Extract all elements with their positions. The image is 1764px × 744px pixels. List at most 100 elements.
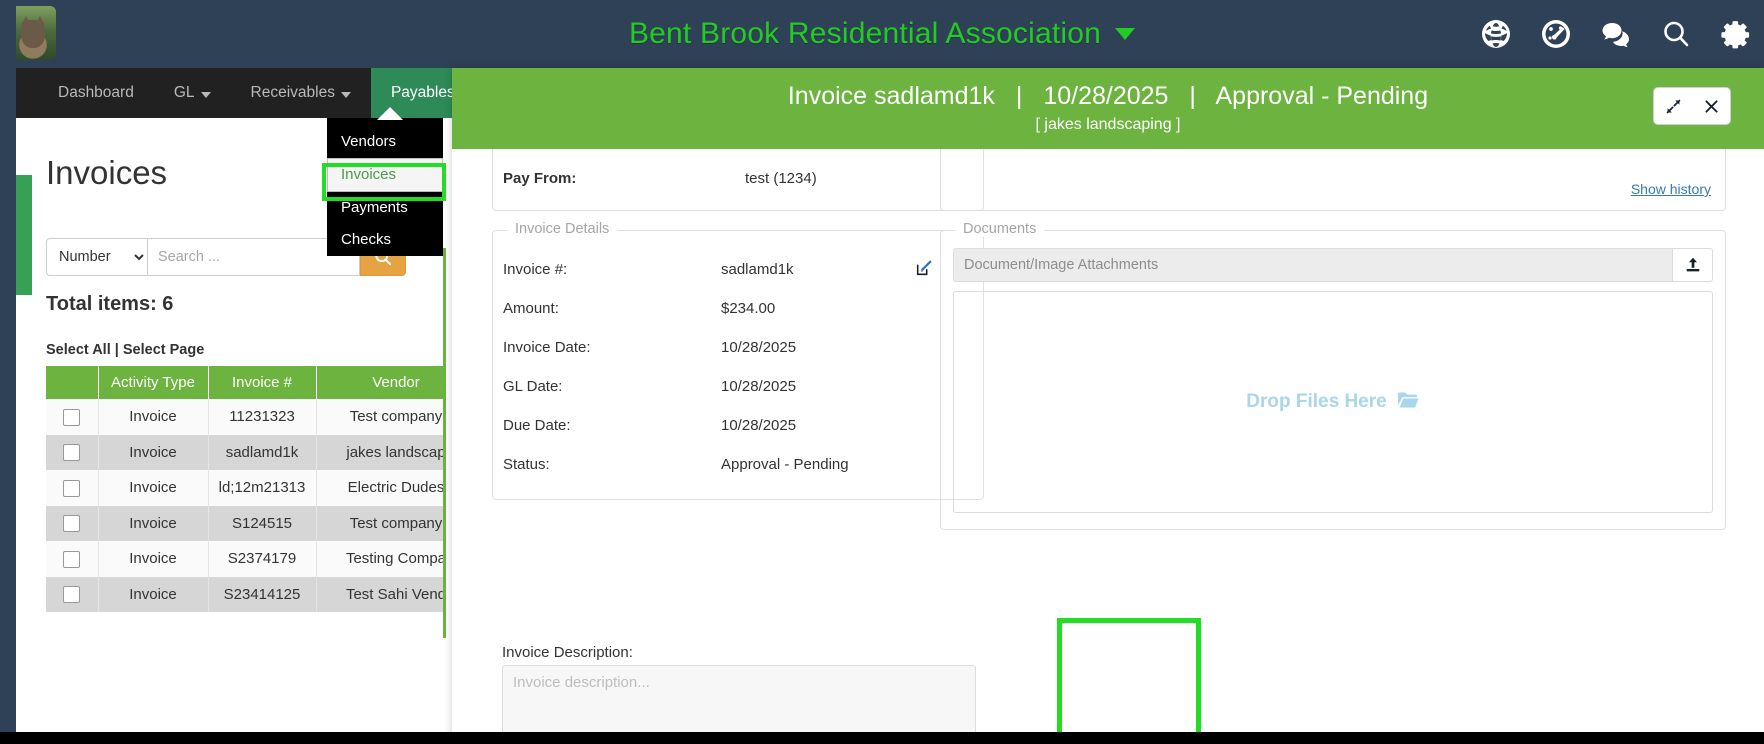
cell-vendor: jakes landscap [316, 434, 446, 471]
separator: | [1015, 82, 1023, 110]
cell-activity-type: Invoice [98, 470, 209, 506]
column-header-vendor[interactable]: Vendor [316, 366, 446, 399]
side-accent-tab [16, 175, 32, 295]
search-bar: Number [46, 238, 406, 276]
table-row[interactable]: Invoice ld;12m21313 Electric Dudes [46, 470, 446, 506]
modal-subtitle-vendor: [ jakes landscaping ] [1035, 116, 1181, 133]
detail-value: 10/28/2025 [721, 417, 797, 434]
documents-panel: Documents Document/Image Attachments Dro… [940, 221, 1726, 530]
row-checkbox[interactable] [63, 479, 81, 497]
avatar[interactable] [10, 6, 56, 60]
dropdown-arrow-icon [377, 107, 403, 120]
row-checkbox[interactable] [63, 550, 81, 568]
cell-vendor: Test Sahi Vend [316, 576, 446, 613]
row-checkbox[interactable] [63, 515, 81, 533]
cell-invoice-no: S2374179 [208, 541, 317, 577]
column-header-select[interactable] [46, 366, 99, 399]
left-edge-strip [0, 0, 16, 744]
search-field-select[interactable]: Number [46, 238, 148, 276]
detail-label: Due Date: [503, 417, 571, 434]
row-checkbox-cell[interactable] [46, 434, 99, 471]
select-all-link[interactable]: Select All [46, 342, 111, 358]
select-page-link[interactable]: Select Page [122, 342, 205, 358]
upload-icon[interactable] [1673, 248, 1713, 282]
modal-title-invoice: Invoice sadlamd1k [787, 82, 995, 110]
bottom-edge-strip [0, 732, 1764, 744]
row-checkbox-cell[interactable] [46, 541, 99, 577]
detail-label: Invoice #: [503, 261, 568, 278]
detail-label: GL Date: [503, 378, 563, 395]
column-header-invoice-no[interactable]: Invoice # [208, 366, 317, 399]
cell-invoice-no: ld;12m21313 [208, 470, 317, 506]
edit-icon[interactable] [915, 259, 933, 281]
selection-links: Select All | Select Page [46, 342, 204, 358]
modal-title: Invoice sadlamd1k | 10/28/2025 | Approva… [452, 82, 1764, 111]
nav-item-dashboard[interactable]: Dashboard [38, 68, 154, 118]
invoices-table: Activity Type Invoice # Vendor Invoice 1… [46, 366, 446, 613]
page-heading: Invoices [46, 154, 168, 191]
gauge-icon[interactable] [1540, 18, 1572, 50]
chevron-down-icon[interactable] [1115, 28, 1136, 40]
separator: | [114, 342, 119, 358]
table-row[interactable]: Invoice S23414125 Test Sahi Vend [46, 576, 446, 613]
avatar-decor [21, 20, 45, 48]
row-checkbox-cell[interactable] [46, 505, 99, 542]
row-checkbox-cell[interactable] [46, 470, 99, 506]
gear-icon[interactable] [1720, 18, 1752, 50]
globe-icon[interactable] [1480, 18, 1512, 50]
table-row[interactable]: Invoice 11231323 Test company [46, 399, 446, 435]
modal-header: Invoice sadlamd1k | 10/28/2025 | Approva… [452, 68, 1764, 149]
detail-value: 10/28/2025 [721, 378, 797, 395]
attachment-row: Document/Image Attachments [953, 248, 1713, 282]
detail-label: Invoice Date: [503, 339, 591, 356]
detail-label: Amount: [503, 300, 559, 317]
modal-title-date: 10/28/2025 [1043, 82, 1169, 110]
row-checkbox[interactable] [63, 408, 81, 426]
nav-item-gl[interactable]: GL [154, 68, 231, 118]
search-input[interactable] [148, 238, 360, 276]
row-checkbox[interactable] [63, 586, 81, 604]
search-icon[interactable] [1660, 18, 1692, 50]
table-header-row: Activity Type Invoice # Vendor [46, 366, 446, 399]
menu-item-invoices[interactable]: Invoices [327, 158, 443, 192]
chevron-down-icon [200, 91, 211, 98]
detail-value: sadlamd1k [721, 261, 794, 278]
invoice-details-legend: Invoice Details [507, 221, 618, 237]
expand-icon[interactable] [1665, 98, 1682, 115]
menu-item-checks[interactable]: Checks [341, 231, 392, 248]
table-row[interactable]: Invoice S124515 Test company [46, 505, 446, 542]
table-row[interactable]: Invoice S2374179 Testing Compa [46, 541, 446, 577]
payables-dropdown-menu: Vendors Invoices Payments Checks [327, 118, 443, 256]
menu-item-vendors[interactable]: Vendors [341, 133, 397, 150]
list-right-accent [443, 248, 446, 638]
cell-activity-type: Invoice [98, 434, 209, 471]
row-checkbox[interactable] [63, 444, 81, 462]
chat-icon[interactable] [1600, 18, 1632, 50]
attachment-field[interactable]: Document/Image Attachments [953, 248, 1673, 282]
page-title: Bent Brook Residential Association [628, 17, 1102, 50]
cell-activity-type: Invoice [98, 399, 209, 435]
close-icon[interactable] [1703, 98, 1720, 115]
menu-item-payments[interactable]: Payments [341, 199, 408, 216]
file-drop-zone[interactable]: Drop Files Here [953, 291, 1713, 513]
nav-item-receivables[interactable]: Receivables [231, 68, 371, 118]
column-header-activity-type[interactable]: Activity Type [98, 366, 209, 399]
app-header: Bent Brook Residential Association [0, 0, 1764, 68]
pay-from-panel: Pay From: test (1234) [492, 149, 984, 211]
separator: | [1189, 82, 1196, 110]
cell-activity-type: Invoice [98, 541, 209, 577]
detail-value: $234.00 [721, 300, 776, 317]
pay-from-value: test (1234) [745, 170, 817, 187]
invoice-description-input[interactable] [502, 665, 976, 744]
row-checkbox-cell[interactable] [46, 399, 99, 435]
documents-legend: Documents [955, 221, 1045, 237]
table-row[interactable]: Invoice sadlamd1k jakes landscap [46, 434, 446, 471]
folder-open-icon [1397, 390, 1420, 415]
row-checkbox-cell[interactable] [46, 576, 99, 613]
nav-label: GL [173, 84, 195, 101]
show-history-link[interactable]: Show history [1630, 181, 1711, 197]
cell-vendor: Electric Dudes [316, 470, 446, 506]
cell-invoice-no: S124515 [208, 505, 317, 542]
invoice-detail-modal: Invoice sadlamd1k | 10/28/2025 | Approva… [452, 68, 1764, 744]
association-selector[interactable]: Bent Brook Residential Association [628, 17, 1136, 51]
